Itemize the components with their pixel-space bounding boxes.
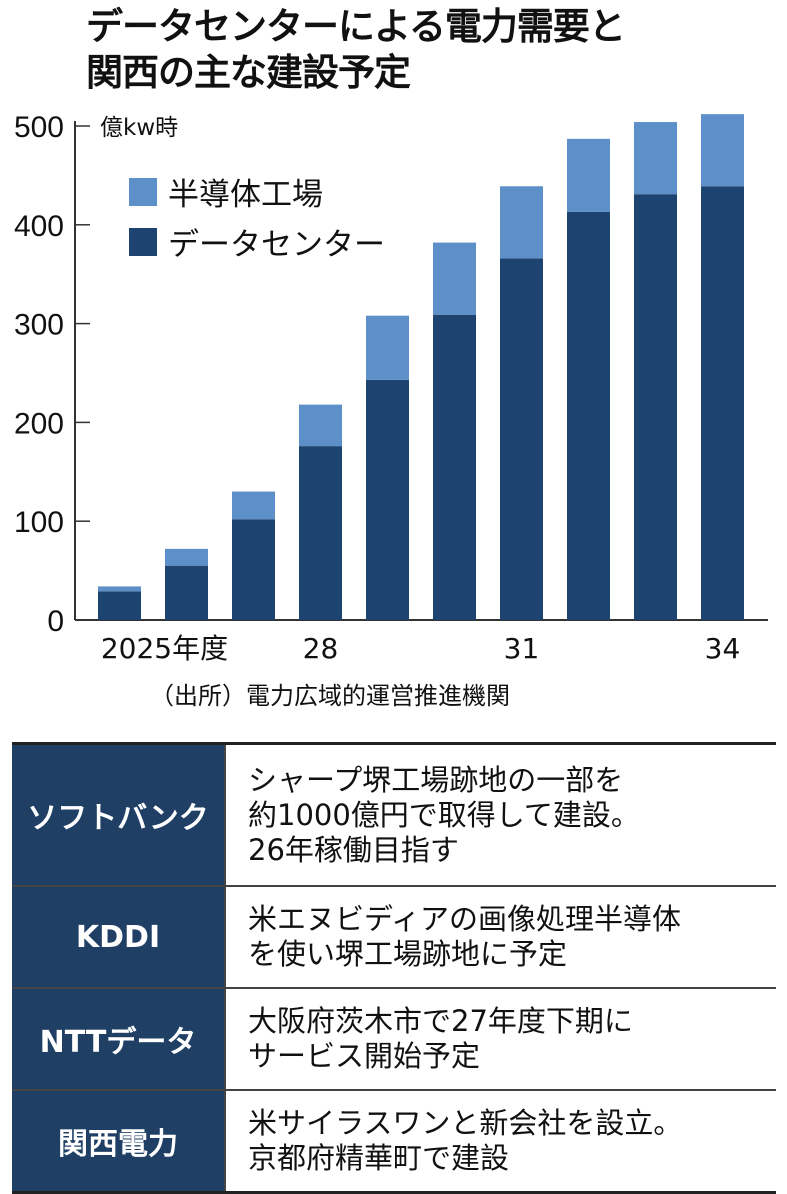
bar-semiconductor-2033 (634, 122, 677, 195)
y-axis-unit: 億kw時 (100, 115, 178, 141)
table-row: 関西電力 米サイラスワンと新会社を設立。 京都府精華町で建設 (12, 1089, 776, 1193)
legend-label: データセンター (168, 227, 385, 263)
bar-datacenter-2031 (500, 258, 543, 620)
company-name: ソフトバンク (12, 742, 226, 886)
x-tick-label: 28 (303, 632, 339, 665)
description-line: 京都府精華町で建設 (248, 1141, 510, 1175)
bar-datacenter-2029 (366, 379, 409, 620)
company-name: 関西電力 (12, 1089, 226, 1193)
y-tick-label: 0 (47, 605, 64, 638)
description-line: 米サイラスワンと新会社を設立。 (248, 1106, 683, 1140)
title-line-2: 関西の主な建設予定 (86, 51, 411, 94)
x-tick-label: 31 (504, 632, 540, 665)
bar-datacenter-2028 (299, 446, 342, 620)
plan-description: 米エヌビディアの画像処理半導体 を使い堺工場跡地に予定 (225, 885, 776, 988)
title-line-1: データセンターによる電力需要と (86, 5, 626, 48)
description-line: 米エヌビディアの画像処理半導体 (248, 902, 681, 936)
description-line: 約1000億円で取得して建設。 (248, 797, 640, 832)
bar-semiconductor-2026 (165, 548, 208, 566)
table-row: ソフトバンク シャープ堺工場跡地の一部を 約1000億円で取得して建設。 26年稼働目… (12, 742, 776, 886)
legend-swatch (129, 178, 157, 206)
bar-semiconductor-2025 (98, 586, 141, 592)
bar-semiconductor-2034 (701, 114, 744, 187)
bar-datacenter-2025 (98, 591, 141, 620)
description-line: を使い堺工場跡地に予定 (248, 937, 568, 971)
company-name: NTTデータ (12, 987, 226, 1090)
bar-datacenter-2034 (701, 186, 744, 620)
source-note: （出所）電力広域的運営推進機関 (150, 682, 510, 710)
y-tick-label: 200 (14, 407, 64, 440)
legend-swatch (129, 228, 157, 256)
x-tick-label: 2025年度 (101, 632, 228, 665)
bar-datacenter-2026 (165, 565, 208, 620)
table-row: KDDI 米エヌビディアの画像処理半導体 を使い堺工場跡地に予定 (12, 885, 776, 988)
y-tick-label: 400 (14, 210, 64, 243)
bar-semiconductor-2028 (299, 404, 342, 447)
x-tick-label: 34 (705, 632, 741, 665)
bar-semiconductor-2030 (433, 242, 476, 315)
bar-datacenter-2027 (232, 519, 275, 620)
plan-description: 大阪府茨木市で27年度下期に サービス開始予定 (225, 987, 776, 1090)
bar-semiconductor-2032 (567, 138, 610, 212)
bar-datacenter-2033 (634, 194, 677, 620)
bar-semiconductor-2031 (500, 186, 543, 259)
plan-description: シャープ堺工場跡地の一部を 約1000億円で取得して建設。 26年稼働目指す (225, 742, 776, 886)
description-line: 大阪府茨木市で27年度下期に (248, 1004, 633, 1038)
bar-semiconductor-2027 (232, 491, 275, 520)
y-tick-label: 300 (14, 309, 64, 342)
construction-plans-table: ソフトバンク シャープ堺工場跡地の一部を 約1000億円で取得して建設。 26年稼働目… (12, 742, 776, 1194)
company-name: KDDI (12, 885, 226, 988)
description-line: サービス開始予定 (248, 1039, 481, 1073)
table-row: NTTデータ 大阪府茨木市で27年度下期に サービス開始予定 (12, 987, 776, 1090)
bar-semiconductor-2029 (366, 315, 409, 380)
plan-description: 米サイラスワンと新会社を設立。 京都府精華町で建設 (225, 1089, 776, 1193)
y-tick-label: 100 (14, 506, 64, 539)
y-tick-label: 500 (14, 111, 64, 144)
description-line: シャープ堺工場跡地の一部を (248, 762, 624, 797)
stacked-bar-chart: 0 100 200 300 400 500 億kw時 2025年度 28 31 34 半導体工場データ… (14, 111, 768, 665)
description-line: 26年稼働目指す (248, 832, 459, 867)
bar-datacenter-2030 (433, 314, 476, 620)
legend-label: 半導体工場 (168, 177, 323, 213)
chart-title: データセンターによる電力需要と 関西の主な建設予定 (86, 4, 626, 96)
bar-datacenter-2032 (567, 211, 610, 620)
